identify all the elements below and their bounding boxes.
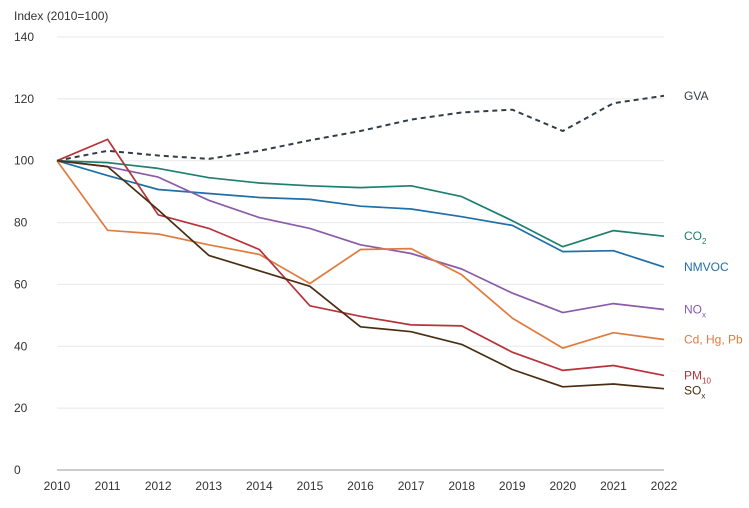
y-axis-label: Index (2010=100) [14, 9, 108, 23]
series-label-subscript: 10 [702, 376, 711, 385]
series-line-gva [56, 94, 665, 162]
x-tick-label: 2013 [195, 479, 222, 493]
series-line-nmvoc [56, 159, 665, 268]
series-label-nmvoc: NMVOC [684, 260, 729, 274]
y-tick-label: 140 [14, 30, 34, 44]
y-tick-label: 80 [14, 216, 28, 230]
x-tick-label: 2017 [398, 479, 425, 493]
x-tick-label: 2019 [499, 479, 526, 493]
x-tick-label: 2011 [95, 479, 121, 493]
x-tick-label: 2015 [297, 479, 324, 493]
x-tick-label: 2010 [44, 479, 71, 493]
series-label-name: PM [684, 368, 702, 382]
series-line-nox [56, 159, 665, 314]
y-tick-label: 0 [14, 463, 21, 477]
series-label-name: CO [684, 229, 702, 243]
series-label-name: Cd, Hg, Pb [684, 332, 743, 346]
series-label-subscript: x [702, 310, 706, 319]
series-line-sox [56, 159, 665, 390]
x-tick-label: 2021 [600, 479, 627, 493]
series-label-metals: Cd, Hg, Pb [684, 332, 743, 346]
y-tick-label: 120 [14, 92, 34, 106]
series-label-pm10: PM10 [684, 368, 711, 385]
x-tick-label: 2020 [549, 479, 576, 493]
series-line-metals [56, 160, 665, 349]
gridlines [57, 36, 664, 471]
y-tick-label: 100 [14, 154, 34, 168]
x-tick-label: 2012 [145, 479, 172, 493]
series-label-nox: NOx [684, 302, 706, 319]
x-tick-label: 2022 [651, 479, 678, 493]
y-tick-label: 20 [14, 401, 28, 415]
series-label-name: GVA [684, 89, 708, 103]
x-tick-labels: 2010 2011 2012 2013 2014 2015 2016 2017 2018 2019… [44, 479, 678, 493]
y-tick-label: 40 [14, 339, 28, 353]
y-tick-label: 60 [14, 277, 28, 291]
series-label-subscript: 2 [702, 237, 707, 246]
series-label-sox: SOx [684, 384, 705, 401]
series-label-subscript: x [701, 392, 705, 401]
series-label-co2: CO2 [684, 229, 707, 246]
series-label-name: NO [684, 302, 702, 316]
x-tick-label: 2018 [448, 479, 475, 493]
series-line-co2 [56, 159, 665, 248]
series-lines [56, 94, 665, 390]
series-line-pm10 [56, 138, 665, 377]
y-tick-labels: 0 20 40 60 80 100 120 140 [14, 30, 34, 477]
series-label-name: SO [684, 384, 701, 398]
series-label-gva: GVA [684, 89, 708, 103]
x-tick-label: 2014 [246, 479, 273, 493]
series-label-name: NMVOC [684, 260, 729, 274]
x-tick-label: 2016 [347, 479, 374, 493]
